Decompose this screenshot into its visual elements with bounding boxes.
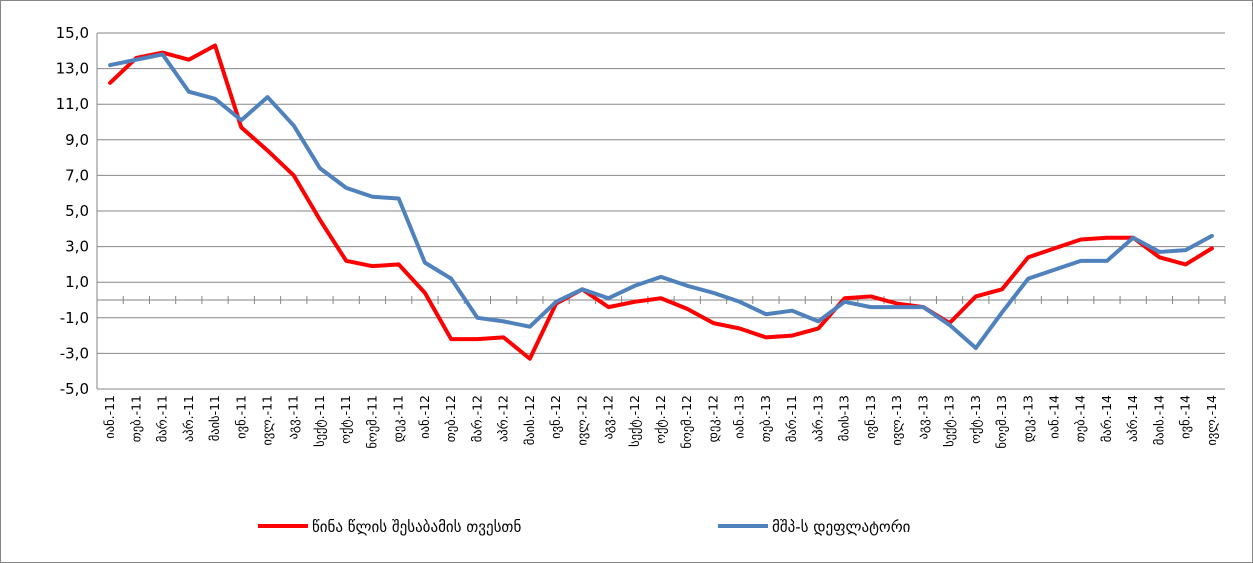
y-tick-label: 3,0: [65, 238, 89, 256]
x-tick-label: აგვ.-13: [915, 395, 930, 439]
series-line: [108, 52, 1214, 351]
x-tick-label: იან.-11: [102, 395, 117, 439]
x-tick-label: ივნ.-14: [1178, 395, 1193, 439]
x-tick-label: იან.-14: [1046, 395, 1061, 439]
x-tick-label: მარ.-11: [784, 395, 799, 442]
x-tick-label: მაის-13: [837, 395, 852, 441]
y-tick-label: 7,0: [65, 166, 89, 184]
x-tick-label: ივლ.-14: [1204, 395, 1219, 446]
x-tick-label: დეკ.-12: [705, 395, 720, 442]
x-tick-label: ოქტ.-13: [968, 395, 983, 444]
y-tick-label: 9,0: [65, 131, 89, 149]
x-tick-label: ნოემ.-12: [679, 395, 694, 449]
x-tick-label: აპრ.-12: [496, 395, 511, 442]
x-tick-label: თებ.-12: [443, 395, 458, 442]
legend-label: მშპ-ს დეფლატორი: [772, 518, 911, 536]
x-tick-label: მაის.-12: [522, 395, 537, 445]
x-tick-label: თებ.-14: [1073, 395, 1088, 442]
x-tick-label: აგვ.-11: [286, 395, 301, 439]
y-tick-label: 13,0: [56, 60, 89, 78]
x-tick-label: მარ.-12: [469, 395, 484, 442]
x-tick-label: დეკ.-11: [391, 395, 406, 442]
x-tick-label: აგვ.-12: [601, 395, 616, 439]
x-tick-label: ოქტ.-11: [338, 395, 353, 444]
x-tick-label: სექტ.-11: [312, 395, 327, 447]
legend-label: წინა წლის შესაბამის თვესთნ: [312, 518, 521, 536]
y-tick-label: 5,0: [65, 202, 89, 220]
x-tick-label: დეკ.-13: [1020, 395, 1035, 442]
series-line: [108, 43, 1214, 361]
x-tick-label: იან.-13: [732, 395, 747, 439]
y-tick-label: -1,0: [60, 309, 89, 327]
x-tick-label: მაის.-14: [1151, 395, 1166, 445]
x-tick-label: სექტ.-13: [942, 395, 957, 447]
y-tick-label: -3,0: [60, 344, 89, 362]
x-tick-label: ივნ.-13: [863, 395, 878, 439]
x-tick-label: მაის-11: [207, 395, 222, 441]
x-tick-label: თებ.-11: [128, 395, 143, 442]
x-tick-label: აპრ.-14: [1125, 395, 1140, 442]
x-tick-label: ივლ.-13: [889, 395, 904, 446]
x-tick-label: ნოემ.-13: [994, 395, 1009, 449]
y-tick-label: -5,0: [60, 380, 89, 398]
x-tick-label: მარ.-11: [155, 395, 170, 442]
x-tick-label: აპრ.-13: [810, 395, 825, 442]
x-tick-label: სექტ.-12: [627, 395, 642, 447]
x-tick-label: აპრ.-11: [181, 395, 196, 442]
x-tick-label: ივლ.-11: [260, 395, 275, 446]
x-tick-label: ივნ.-12: [548, 395, 563, 439]
y-tick-label: 11,0: [56, 95, 89, 113]
y-tick-label: 15,0: [56, 24, 89, 42]
y-tick-label: 1,0: [65, 273, 89, 291]
x-tick-label: თებ.-13: [758, 395, 773, 442]
x-tick-label: ნოემ.-11: [364, 395, 379, 449]
x-tick-label: ივლ.-12: [574, 395, 589, 446]
x-tick-label: იან.-12: [417, 395, 432, 439]
x-tick-label: ოქტ.-12: [653, 395, 668, 444]
x-tick-label: ივნ.-11: [233, 395, 248, 439]
x-tick-label: მარ.-14: [1099, 395, 1114, 442]
